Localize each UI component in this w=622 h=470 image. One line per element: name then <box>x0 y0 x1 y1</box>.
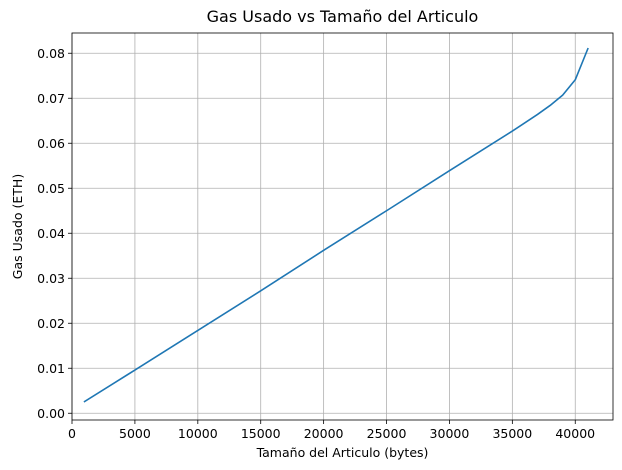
plot-frame <box>71 32 614 421</box>
x-tick-label: 10000 <box>178 426 218 441</box>
y-tick-label: 0.02 <box>37 316 65 331</box>
y-axis-label: Gas Usado (ETH) <box>10 174 25 279</box>
y-tick-label: 0.00 <box>37 406 65 421</box>
y-tick-label: 0.08 <box>37 46 65 61</box>
ticks: 0 5000 10000 15000 20000 25000 30000 35000 40000… <box>37 46 595 441</box>
chart-title: Gas Usado vs Tamaño del Articulo <box>207 7 479 26</box>
y-tick-label: 0.03 <box>37 271 65 286</box>
x-tick-label: 35000 <box>492 426 532 441</box>
grid <box>71 33 613 420</box>
series-line <box>83 47 589 403</box>
x-axis-label: Tamaño del Articulo (bytes) <box>256 445 429 460</box>
x-tick-label: 20000 <box>304 426 344 441</box>
x-tick-label: 30000 <box>430 426 470 441</box>
y-tick-label: 0.07 <box>37 91 65 106</box>
x-tick-label: 25000 <box>367 426 407 441</box>
y-tick-label: 0.05 <box>37 181 65 196</box>
y-tick-label: 0.04 <box>37 226 65 241</box>
x-tick-label: 40000 <box>555 426 595 441</box>
x-tick-label: 5000 <box>119 426 151 441</box>
x-tick-label: 15000 <box>241 426 281 441</box>
y-tick-label: 0.01 <box>37 361 65 376</box>
series-layer <box>83 47 589 403</box>
x-tick-label: 0 <box>68 426 76 441</box>
y-tick-label: 0.06 <box>37 136 65 151</box>
